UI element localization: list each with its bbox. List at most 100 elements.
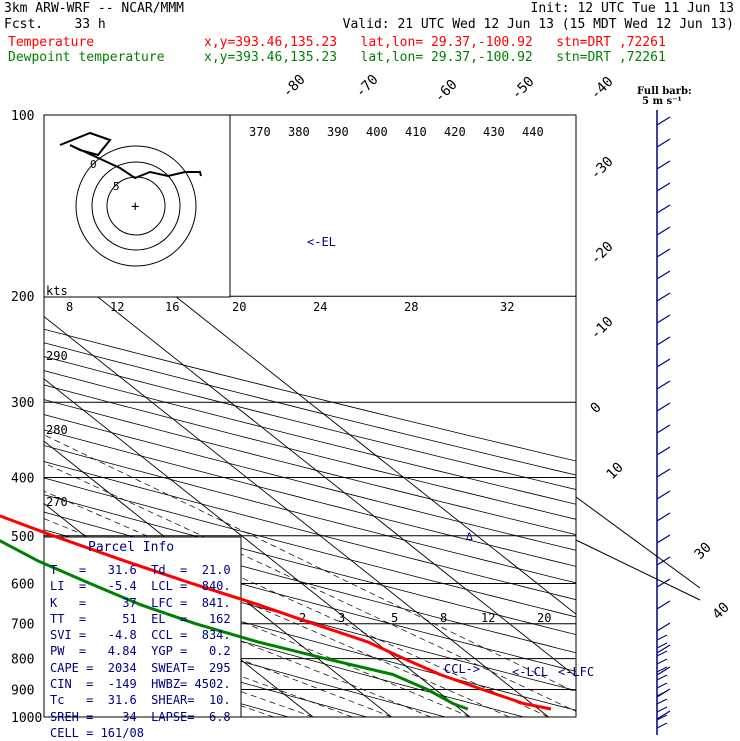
hodograph-speed-label: 16 [165, 300, 179, 314]
isotherm-label: -40 [588, 74, 617, 103]
level-annotation: CCL-> [444, 662, 480, 676]
parcel-info-title: Parcel Info [88, 540, 175, 555]
wind-barb [656, 182, 671, 192]
pressure-label: 400 [11, 471, 34, 486]
isotherm-label: -30 [588, 154, 617, 183]
pressure-label: 100 [11, 109, 34, 124]
wind-barb [656, 578, 671, 588]
isotherm-label: -10 [588, 314, 617, 343]
theta-label: 290 [46, 349, 68, 363]
valid-time: Valid: 21 UTC Wed 12 Jun 13 (15 MDT Wed … [342, 17, 734, 32]
triangle-marker: ∆ [465, 530, 473, 543]
isotherm-label: 30 [692, 540, 715, 563]
wind-barb [656, 358, 671, 368]
isotherm [44, 440, 392, 717]
isotherm-label: -20 [588, 239, 617, 268]
wind-barb [656, 642, 668, 649]
theta-label: 440 [522, 125, 544, 139]
hodograph-frame [43, 114, 231, 298]
wind-barb [656, 658, 668, 665]
theta-label: 430 [483, 125, 505, 139]
wind-barb [656, 270, 671, 280]
hodograph-speed-label: 32 [500, 300, 514, 314]
pressure-label: 900 [11, 683, 34, 698]
isotherm-label: 10 [604, 460, 627, 483]
wind-barb [656, 226, 671, 236]
barb-legend-unit: 5 m s⁻¹ [642, 96, 682, 107]
isotherm-label: -70 [353, 72, 382, 101]
temperature-legend: Temperature [8, 35, 95, 50]
wind-barb [656, 706, 668, 713]
init-time: Init: 12 UTC Tue 11 Jun 13 [530, 1, 735, 16]
wind-barb [656, 634, 668, 641]
wind-barb [656, 710, 671, 720]
wind-barb [656, 666, 668, 673]
dewpoint-location: x,y=393.46,135.23 lat,lon= 29.37,-100.92… [204, 50, 666, 65]
pressure-label: 1000 [11, 711, 42, 726]
wind-barb [656, 666, 671, 676]
parcel-row: T = 31.6 Td = 21.0 [50, 563, 231, 577]
wind-barb [656, 336, 671, 346]
dewpoint-legend: Dewpoint temperature [8, 50, 165, 65]
parcel-row: LI = -5.4 LCL = 840. [50, 579, 231, 594]
wind-barb [656, 248, 671, 258]
mixing-ratio-label: 3 [338, 611, 345, 625]
temperature-location: x,y=393.46,135.23 lat,lon= 29.37,-100.92… [204, 35, 666, 50]
theta-label: 420 [444, 125, 466, 139]
hodograph-unit: kts [46, 284, 68, 298]
mixing-ratio-label: 5 [391, 611, 398, 625]
hodograph-ring [75, 145, 197, 267]
wind-barb [656, 204, 671, 214]
hodograph-center: + [131, 199, 139, 215]
pressure-label: 800 [11, 653, 34, 668]
hodograph-speed-label: 28 [404, 300, 418, 314]
model-title: 3km ARW-WRF -- NCAR/MMM [4, 1, 185, 16]
hodograph-trace [59, 131, 202, 180]
wind-barb [656, 622, 671, 632]
isotherm-label: 40 [710, 600, 733, 623]
dry-adiabat [44, 342, 576, 476]
moist-adiabat [44, 588, 392, 717]
wind-barb [656, 160, 671, 170]
wind-barb [656, 314, 671, 324]
wind-barb [656, 512, 671, 522]
dry-adiabat [44, 461, 576, 601]
frame-edge [575, 539, 701, 601]
level-annotation: <-EL [307, 235, 336, 249]
isotherm [44, 316, 549, 717]
parcel-row: TT = 51 EL = 162 [50, 611, 231, 626]
theta-label: 380 [288, 125, 310, 139]
parcel-row: CAPE = 2034 SWEAT= 295 [50, 660, 231, 675]
theta-label: 400 [366, 125, 388, 139]
parcel-row: Tc = 31.6 SHEAR= 10. [50, 693, 231, 708]
wind-barb [656, 650, 668, 657]
mixing-ratio-label: 8 [440, 611, 447, 625]
wind-barb [656, 468, 671, 478]
wind-barb [656, 402, 671, 412]
parcel-row: CELL = 161/08 [50, 725, 144, 740]
mixing-ratio-label: 2 [299, 611, 306, 625]
isotherm [44, 378, 471, 717]
pressure-label: 600 [11, 577, 34, 592]
wind-barb [656, 644, 671, 654]
hodograph-inset [43, 114, 231, 298]
forecast-hour: Fcst. 33 h [4, 17, 106, 32]
theta-label: 280 [46, 423, 68, 437]
theta-label: 390 [327, 125, 349, 139]
dry-adiabat [44, 328, 576, 462]
pressure-label: 200 [11, 290, 34, 305]
dry-adiabat [44, 494, 576, 636]
parcel-row: SREH = 34 LAPSE= 6.8 [50, 709, 231, 724]
mixing-ratio-label: 20 [537, 611, 551, 625]
pressure-label: 700 [11, 618, 34, 633]
hodograph-ring-label: 5 [113, 180, 120, 193]
wind-barb [656, 446, 671, 456]
wind-barb [656, 600, 671, 610]
isotherm-label: -50 [509, 74, 538, 103]
wind-barb [656, 722, 668, 729]
hodograph-ring [91, 161, 181, 251]
parcel-info-rows: T = 31.6 Td = 21.0 LI = -5.4 LCL = 840. … [50, 562, 231, 741]
theta-label: 370 [249, 125, 271, 139]
hodograph-speed-label: 24 [313, 300, 327, 314]
level-annotation: <-LCL [512, 665, 548, 679]
